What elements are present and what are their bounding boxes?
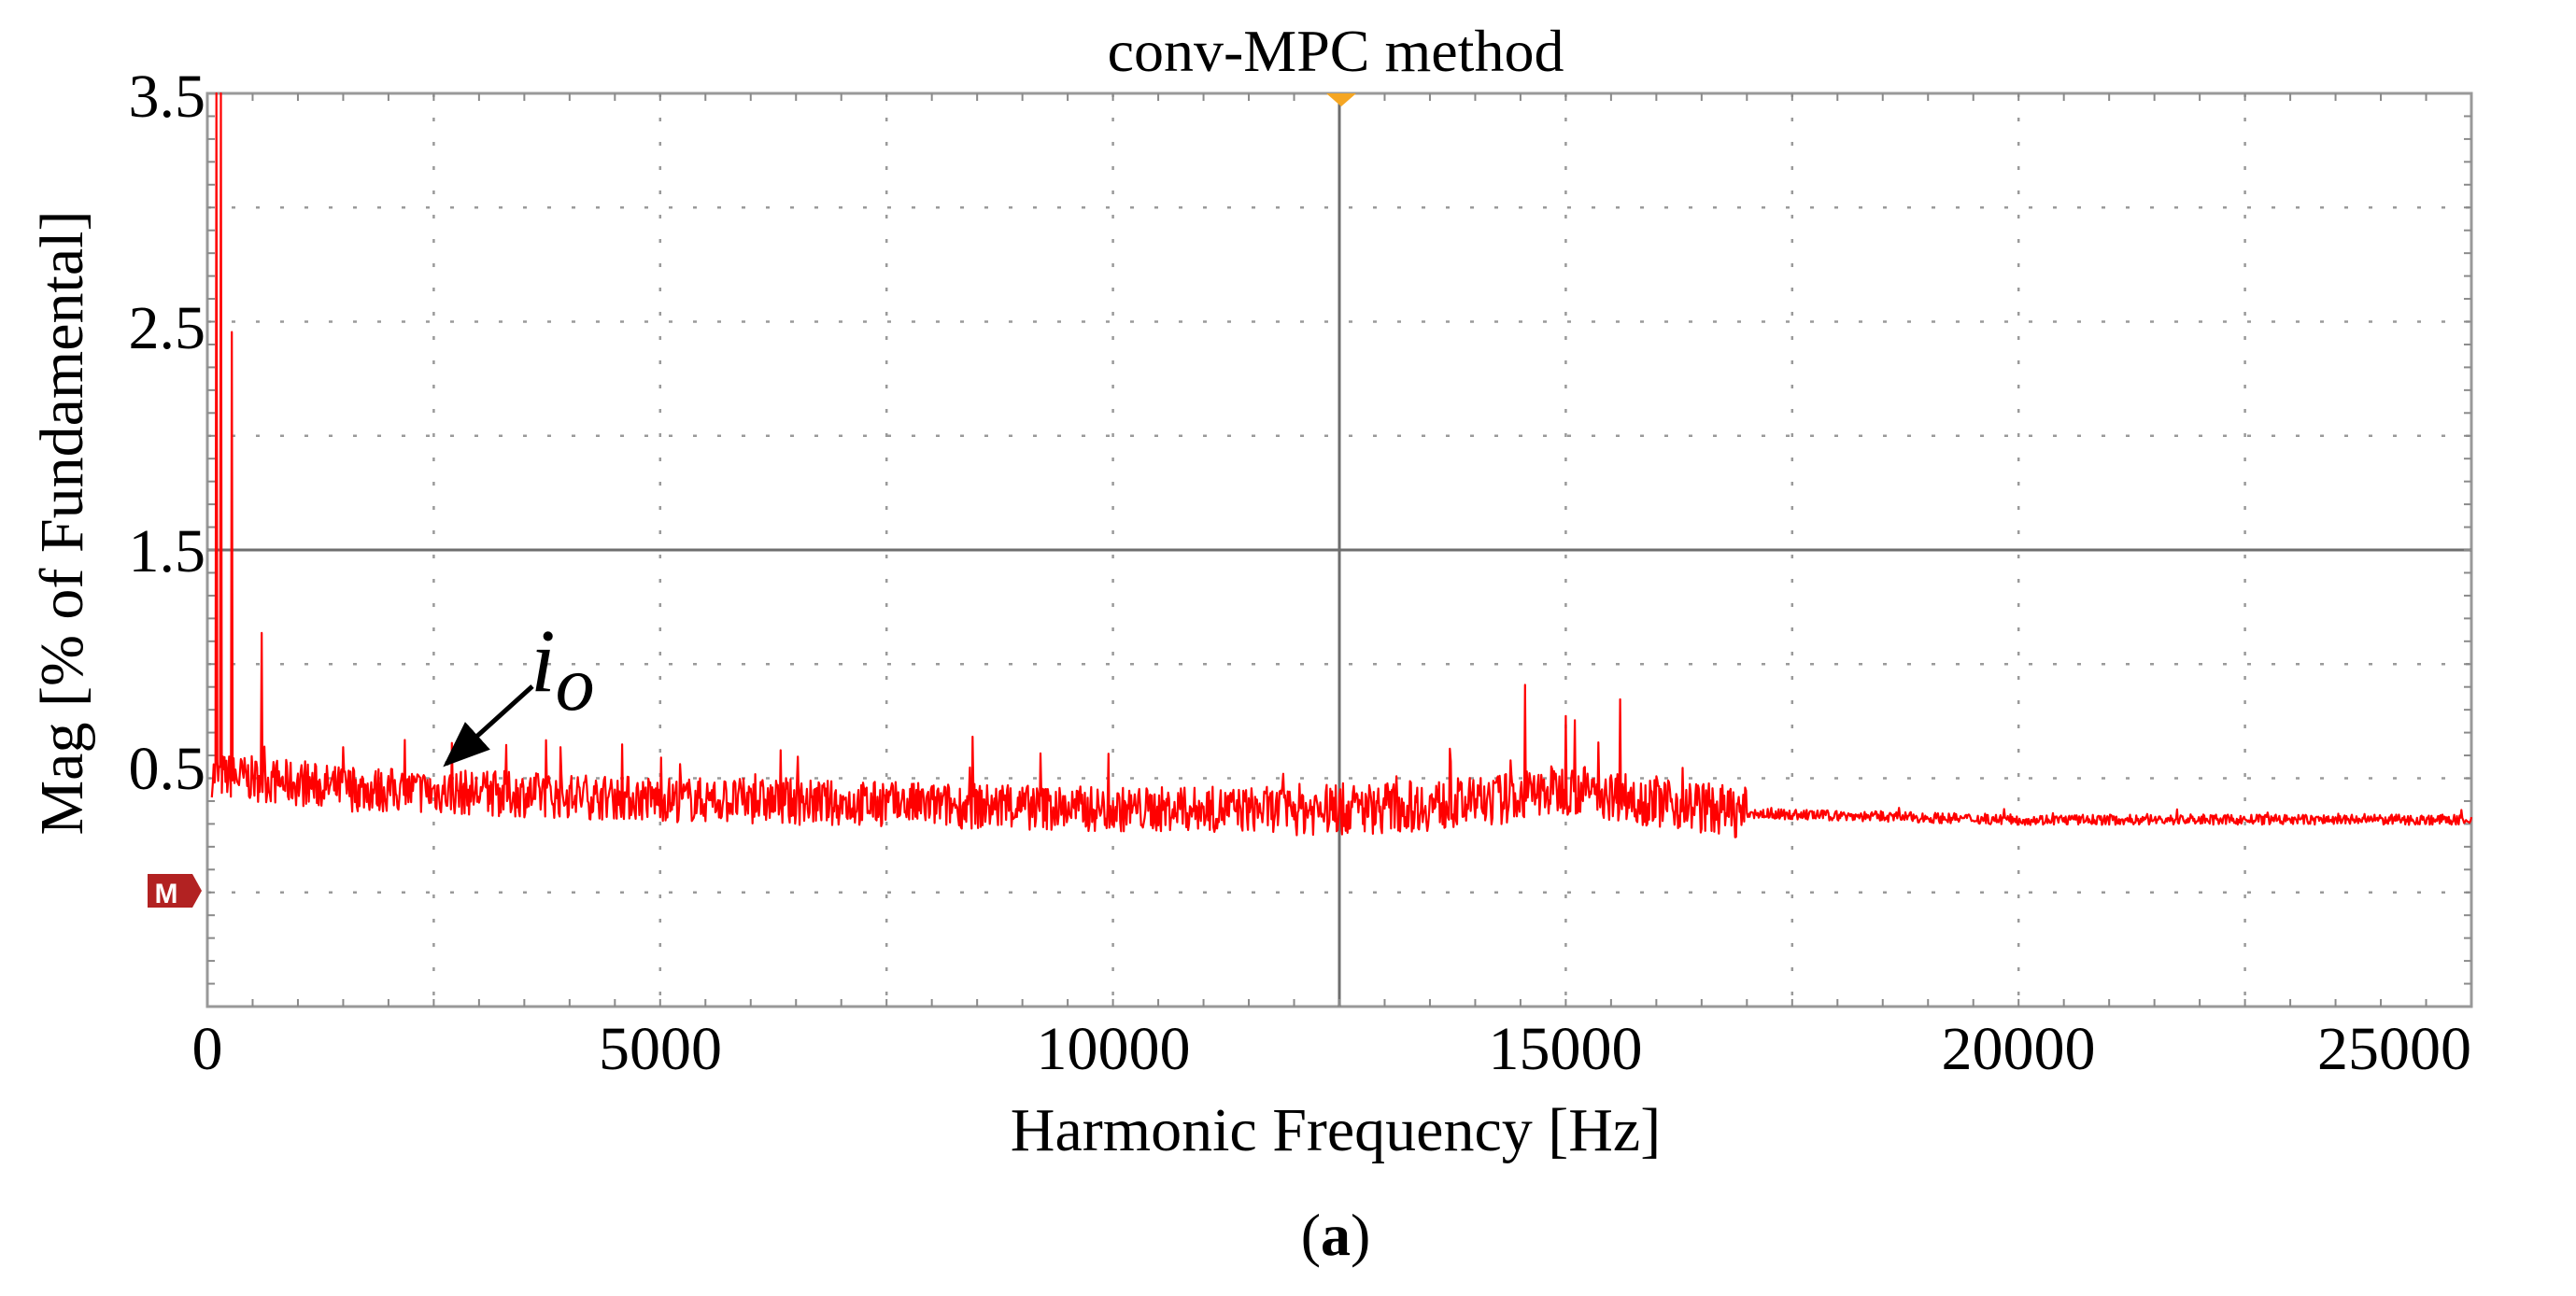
grid — [207, 93, 2471, 1007]
caption-close: ) — [1351, 1202, 1370, 1268]
y-tick-label: 1.5 — [129, 517, 206, 585]
caption-letter: a — [1321, 1202, 1351, 1268]
reference-marker-icon — [148, 874, 202, 908]
x-tick-label: 15000 — [1489, 1015, 1643, 1083]
caption-open: ( — [1301, 1202, 1321, 1268]
series-annotation: io — [443, 611, 595, 768]
x-tick-label: 0 — [192, 1015, 223, 1083]
cursor-marker-icon — [1326, 93, 1356, 106]
reference-marker: M — [148, 874, 202, 909]
tick-marks — [207, 93, 2471, 1007]
annotation-main: i — [531, 611, 556, 711]
chart-title: conv-MPC method — [1108, 18, 1564, 84]
y-axis-label: Mag [% of Fundamental] — [28, 211, 96, 836]
y-tick-label: 0.5 — [129, 735, 206, 803]
x-tick-label: 5000 — [599, 1015, 722, 1083]
x-tick-label: 10000 — [1037, 1015, 1191, 1083]
figure-caption: (a) — [1301, 1202, 1371, 1268]
annotation-label: io — [531, 611, 595, 727]
y-tick-label: 3.5 — [129, 63, 206, 131]
x-axis-label: Harmonic Frequency [Hz] — [1011, 1096, 1661, 1164]
reference-marker-label: M — [155, 879, 178, 909]
x-tick-label: 20000 — [1942, 1015, 2096, 1083]
y-tick-label: 2.5 — [129, 294, 206, 362]
annotation-subscript: o — [556, 641, 595, 727]
series-line-io — [210, 92, 2473, 838]
annotation-arrow — [443, 684, 534, 768]
x-tick-label: 25000 — [2317, 1015, 2471, 1083]
